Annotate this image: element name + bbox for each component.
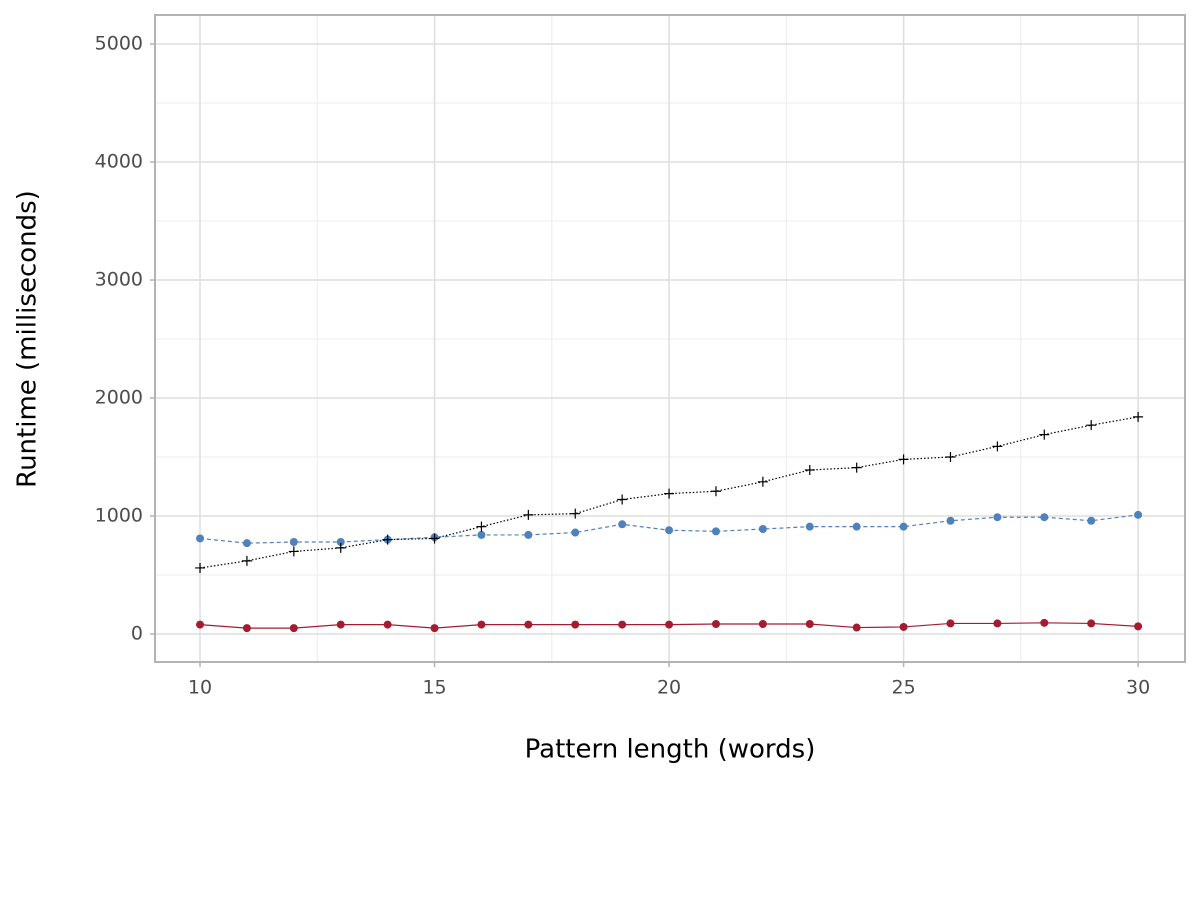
point bbox=[288, 546, 299, 557]
point bbox=[1086, 420, 1097, 431]
point bbox=[993, 619, 1002, 628]
point bbox=[1039, 429, 1050, 440]
point bbox=[289, 537, 298, 546]
point bbox=[524, 530, 533, 539]
point bbox=[196, 620, 205, 629]
y-tick-label: 1000 bbox=[95, 505, 143, 527]
point bbox=[571, 620, 580, 629]
point bbox=[429, 533, 440, 544]
point bbox=[993, 513, 1002, 522]
point bbox=[523, 509, 534, 520]
point bbox=[852, 623, 861, 632]
point bbox=[899, 522, 908, 531]
point bbox=[1040, 618, 1049, 627]
point bbox=[711, 620, 720, 629]
point bbox=[617, 494, 628, 505]
x-tick-label: 30 bbox=[1126, 677, 1150, 699]
point bbox=[382, 534, 393, 545]
point bbox=[570, 508, 581, 519]
point bbox=[665, 620, 674, 629]
point bbox=[1087, 516, 1096, 525]
point bbox=[335, 542, 346, 553]
point bbox=[1133, 411, 1144, 422]
point bbox=[242, 624, 251, 633]
point bbox=[336, 537, 345, 546]
y-tick-label: 4000 bbox=[95, 151, 143, 173]
x-tick-label: 25 bbox=[891, 677, 915, 699]
point bbox=[805, 522, 814, 531]
point bbox=[945, 452, 956, 463]
y-axis-title: Runtime (milliseconds) bbox=[13, 190, 43, 488]
point bbox=[618, 620, 627, 629]
point bbox=[336, 620, 345, 629]
y-tick-label: 0 bbox=[131, 623, 143, 645]
y-tick-label: 2000 bbox=[95, 387, 143, 409]
point bbox=[618, 520, 627, 529]
plot-border bbox=[154, 14, 1186, 663]
point bbox=[899, 622, 908, 631]
point bbox=[992, 441, 1003, 452]
point bbox=[571, 528, 580, 537]
point bbox=[477, 620, 486, 629]
x-tick-label: 20 bbox=[657, 677, 681, 699]
point bbox=[1087, 619, 1096, 628]
point bbox=[805, 620, 814, 629]
point bbox=[804, 465, 815, 476]
x-tick-label: 10 bbox=[188, 677, 212, 699]
y-tick-label: 3000 bbox=[95, 269, 143, 291]
y-tick-label: 5000 bbox=[95, 33, 143, 55]
point bbox=[711, 527, 720, 536]
point bbox=[852, 522, 861, 531]
point bbox=[946, 516, 955, 525]
x-axis-title: Pattern length (words) bbox=[525, 735, 816, 765]
point bbox=[665, 526, 674, 535]
point bbox=[242, 539, 251, 548]
point bbox=[241, 555, 252, 566]
point bbox=[477, 530, 486, 539]
point bbox=[758, 620, 767, 629]
point bbox=[383, 620, 392, 629]
point bbox=[1040, 513, 1049, 522]
point bbox=[851, 462, 862, 473]
point bbox=[710, 486, 721, 497]
point bbox=[664, 488, 675, 499]
point bbox=[758, 525, 767, 534]
point bbox=[898, 454, 909, 465]
point bbox=[1134, 622, 1143, 631]
point bbox=[946, 619, 955, 628]
point bbox=[430, 624, 439, 633]
point bbox=[524, 620, 533, 629]
point bbox=[289, 624, 298, 633]
point bbox=[1134, 510, 1143, 519]
point bbox=[476, 521, 487, 532]
point bbox=[196, 534, 205, 543]
x-tick-label: 15 bbox=[422, 677, 446, 699]
point bbox=[195, 562, 206, 573]
point bbox=[757, 476, 768, 487]
